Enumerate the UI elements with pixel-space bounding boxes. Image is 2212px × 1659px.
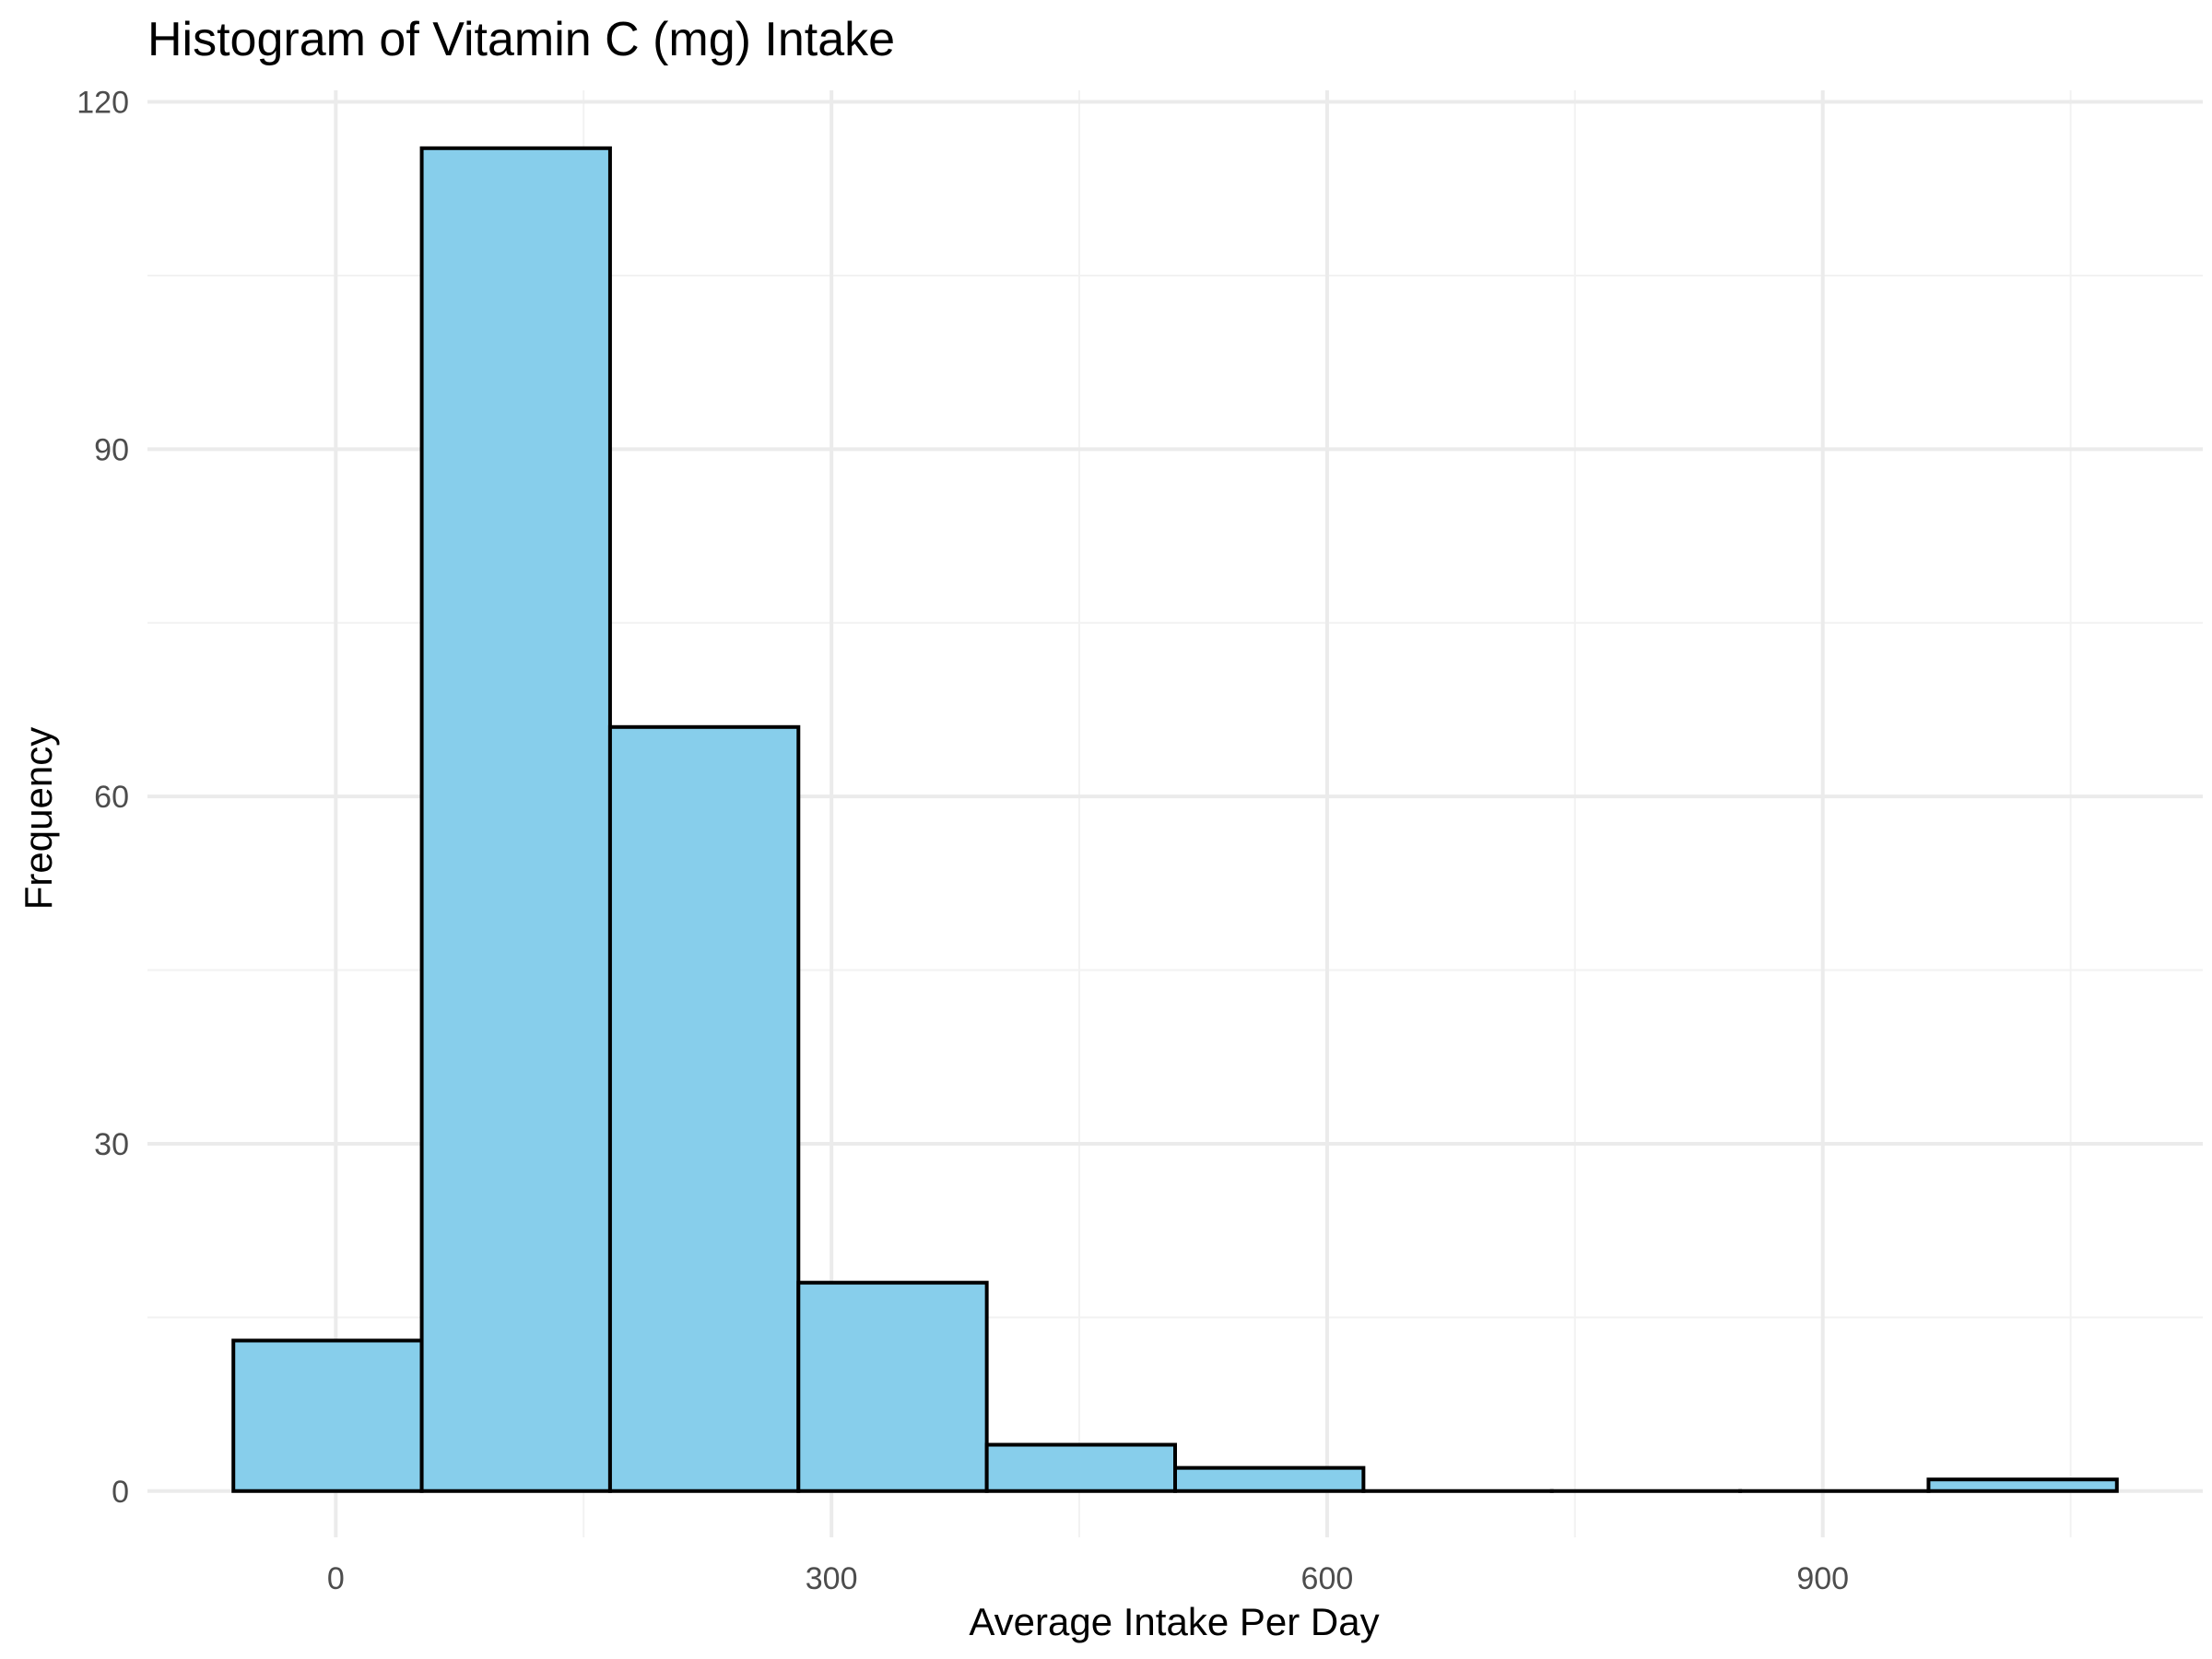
histogram-bar — [419, 146, 612, 1493]
y-tick-label: 90 — [94, 432, 129, 467]
x-tick-label: 300 — [806, 1561, 858, 1596]
y-axis-title: Frequency — [17, 727, 60, 910]
chart-title: Histogram of Vitamin C (mg) Intake — [147, 13, 895, 66]
y-tick-label: 60 — [94, 780, 129, 815]
tick-labels: 0 30 60 90 120 0 300 600 900 — [76, 86, 1849, 1596]
x-tick-label: 600 — [1301, 1561, 1354, 1596]
histogram-bar — [1926, 1477, 2119, 1493]
x-tick-label: 0 — [327, 1561, 345, 1596]
y-tick-label: 30 — [94, 1127, 129, 1162]
histogram-bar — [607, 724, 801, 1493]
histogram-bar — [231, 1338, 424, 1493]
y-tick-label: 0 — [112, 1475, 129, 1510]
histogram-bar — [1173, 1465, 1366, 1493]
y-tick-label: 120 — [76, 86, 129, 121]
histogram-bar — [984, 1442, 1177, 1493]
x-tick-label: 900 — [1796, 1561, 1849, 1596]
x-axis-title: Average Intake Per Day — [969, 1600, 1379, 1643]
histogram-bar — [796, 1280, 989, 1493]
histogram-bars — [231, 146, 2119, 1493]
